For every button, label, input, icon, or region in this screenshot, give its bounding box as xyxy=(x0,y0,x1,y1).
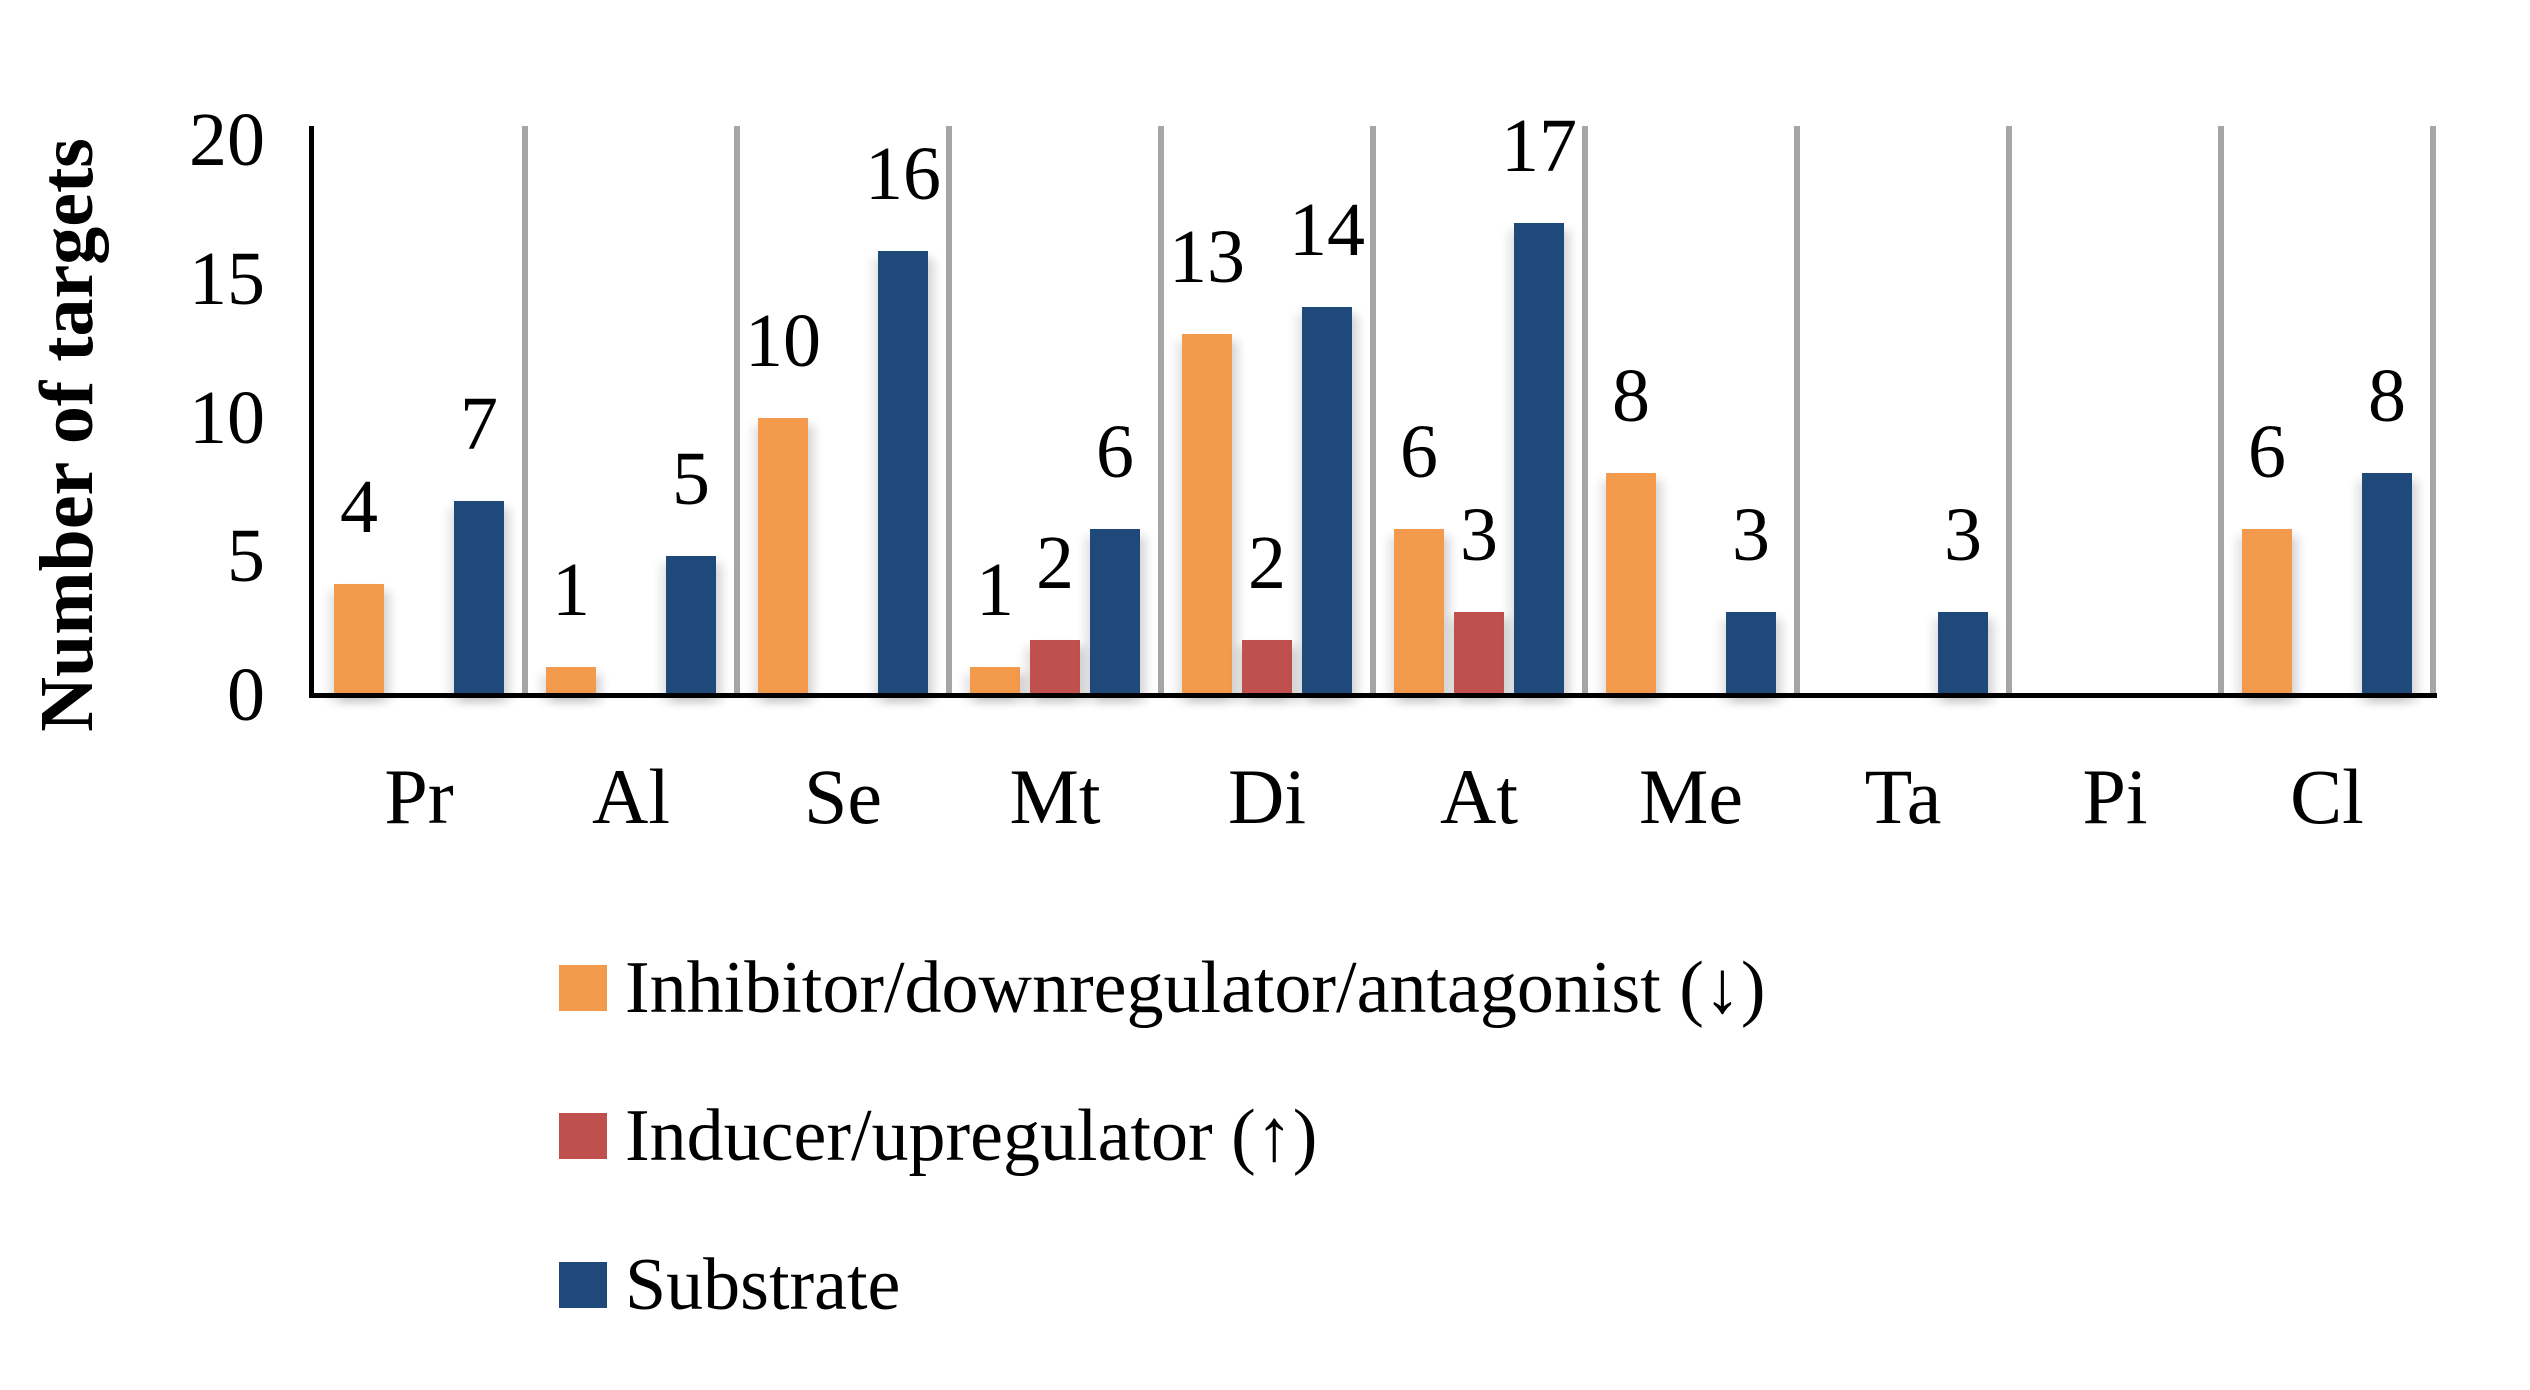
x-category-label-Di: Di xyxy=(1228,753,1306,840)
bar-Pr-s0 xyxy=(334,584,384,695)
y-tick-label: 15 xyxy=(189,236,265,321)
legend-swatch-substrate xyxy=(559,1261,607,1308)
x-category-label-Mt: Mt xyxy=(1009,753,1101,840)
bar-value-label: 13 xyxy=(1169,215,1245,300)
legend-swatch-inhibitor xyxy=(559,964,607,1011)
legend-item-inducer: Inducer/upregulator (↑) xyxy=(559,1088,1317,1183)
x-category-label-Pi: Pi xyxy=(2082,753,2148,840)
bar-value-label: 6 xyxy=(2248,409,2286,494)
category-separator xyxy=(1370,126,1376,697)
bar-Ta-s2 xyxy=(1938,611,1988,695)
bar-value-label: 16 xyxy=(865,132,941,216)
bar-Se-s2 xyxy=(878,251,928,695)
x-axis-line xyxy=(309,693,2437,698)
x-category-label-Se: Se xyxy=(804,753,882,840)
bar-Di-s1 xyxy=(1242,639,1292,695)
category-separator xyxy=(946,126,952,697)
y-tick-label: 0 xyxy=(227,653,265,737)
y-axis-line xyxy=(309,126,314,697)
category-separator xyxy=(1794,126,1800,697)
bar-Cl-s0 xyxy=(2242,528,2292,695)
bar-Mt-s2 xyxy=(1090,528,1140,695)
bar-value-label: 6 xyxy=(1096,409,1134,494)
bar-value-label: 8 xyxy=(1612,354,1650,438)
bar-value-label: 8 xyxy=(2368,354,2406,438)
legend-label-inducer: Inducer/upregulator (↑) xyxy=(625,1094,1318,1177)
category-separator xyxy=(2430,126,2436,697)
bar-At-s2 xyxy=(1514,223,1564,695)
bar-value-label: 3 xyxy=(1460,492,1498,577)
bar-Di-s2 xyxy=(1302,306,1352,695)
bar-Pr-s2 xyxy=(454,500,504,695)
category-separator xyxy=(2218,126,2224,697)
bar-Cl-s2 xyxy=(2362,473,2412,695)
bar-Mt-s0 xyxy=(970,667,1020,695)
bar-Me-s2 xyxy=(1726,611,1776,695)
x-category-label-At: At xyxy=(1440,753,1518,840)
category-separator xyxy=(734,126,740,697)
legend-label-inhibitor: Inhibitor/downregulator/antagonist (↓) xyxy=(625,946,1766,1029)
category-separator xyxy=(2006,126,2012,697)
category-separator xyxy=(1582,126,1588,697)
y-tick-label: 10 xyxy=(189,375,265,460)
bar-value-label: 1 xyxy=(552,548,590,633)
x-category-label-Ta: Ta xyxy=(1864,753,1942,840)
legend-item-inhibitor: Inhibitor/downregulator/antagonist (↓) xyxy=(559,940,1766,1035)
bar-Se-s0 xyxy=(758,417,808,695)
bar-Al-s0 xyxy=(546,667,596,695)
bar-At-s0 xyxy=(1394,528,1444,695)
bar-value-label: 3 xyxy=(1732,492,1770,577)
x-category-label-Me: Me xyxy=(1639,753,1743,840)
bar-value-label: 7 xyxy=(460,381,498,466)
bar-value-label: 17 xyxy=(1501,104,1577,189)
bar-value-label: 4 xyxy=(340,465,378,549)
bar-value-label: 2 xyxy=(1036,520,1074,605)
bar-Me-s0 xyxy=(1606,473,1656,695)
bar-Di-s0 xyxy=(1182,334,1232,695)
bar-Mt-s1 xyxy=(1030,639,1080,695)
bar-value-label: 14 xyxy=(1289,187,1365,272)
category-separator xyxy=(522,126,528,697)
x-category-label-Al: Al xyxy=(592,753,670,840)
bar-value-label: 3 xyxy=(1944,492,1982,577)
bar-value-label: 10 xyxy=(745,298,821,383)
y-tick-label: 5 xyxy=(227,514,265,599)
legend-item-substrate: Substrate xyxy=(559,1237,900,1332)
legend-swatch-inducer xyxy=(559,1112,607,1159)
x-category-label-Pr: Pr xyxy=(384,753,454,840)
bar-At-s1 xyxy=(1454,611,1504,695)
bar-value-label: 5 xyxy=(672,437,710,522)
bar-value-label: 2 xyxy=(1248,520,1286,605)
y-tick-label: 20 xyxy=(189,98,265,182)
bar-value-label: 6 xyxy=(1400,409,1438,494)
x-category-label-Cl: Cl xyxy=(2290,753,2364,840)
legend-label-substrate: Substrate xyxy=(625,1243,901,1326)
category-separator xyxy=(1158,126,1164,697)
bar-value-label: 1 xyxy=(976,548,1014,633)
bar-Al-s2 xyxy=(666,556,716,695)
